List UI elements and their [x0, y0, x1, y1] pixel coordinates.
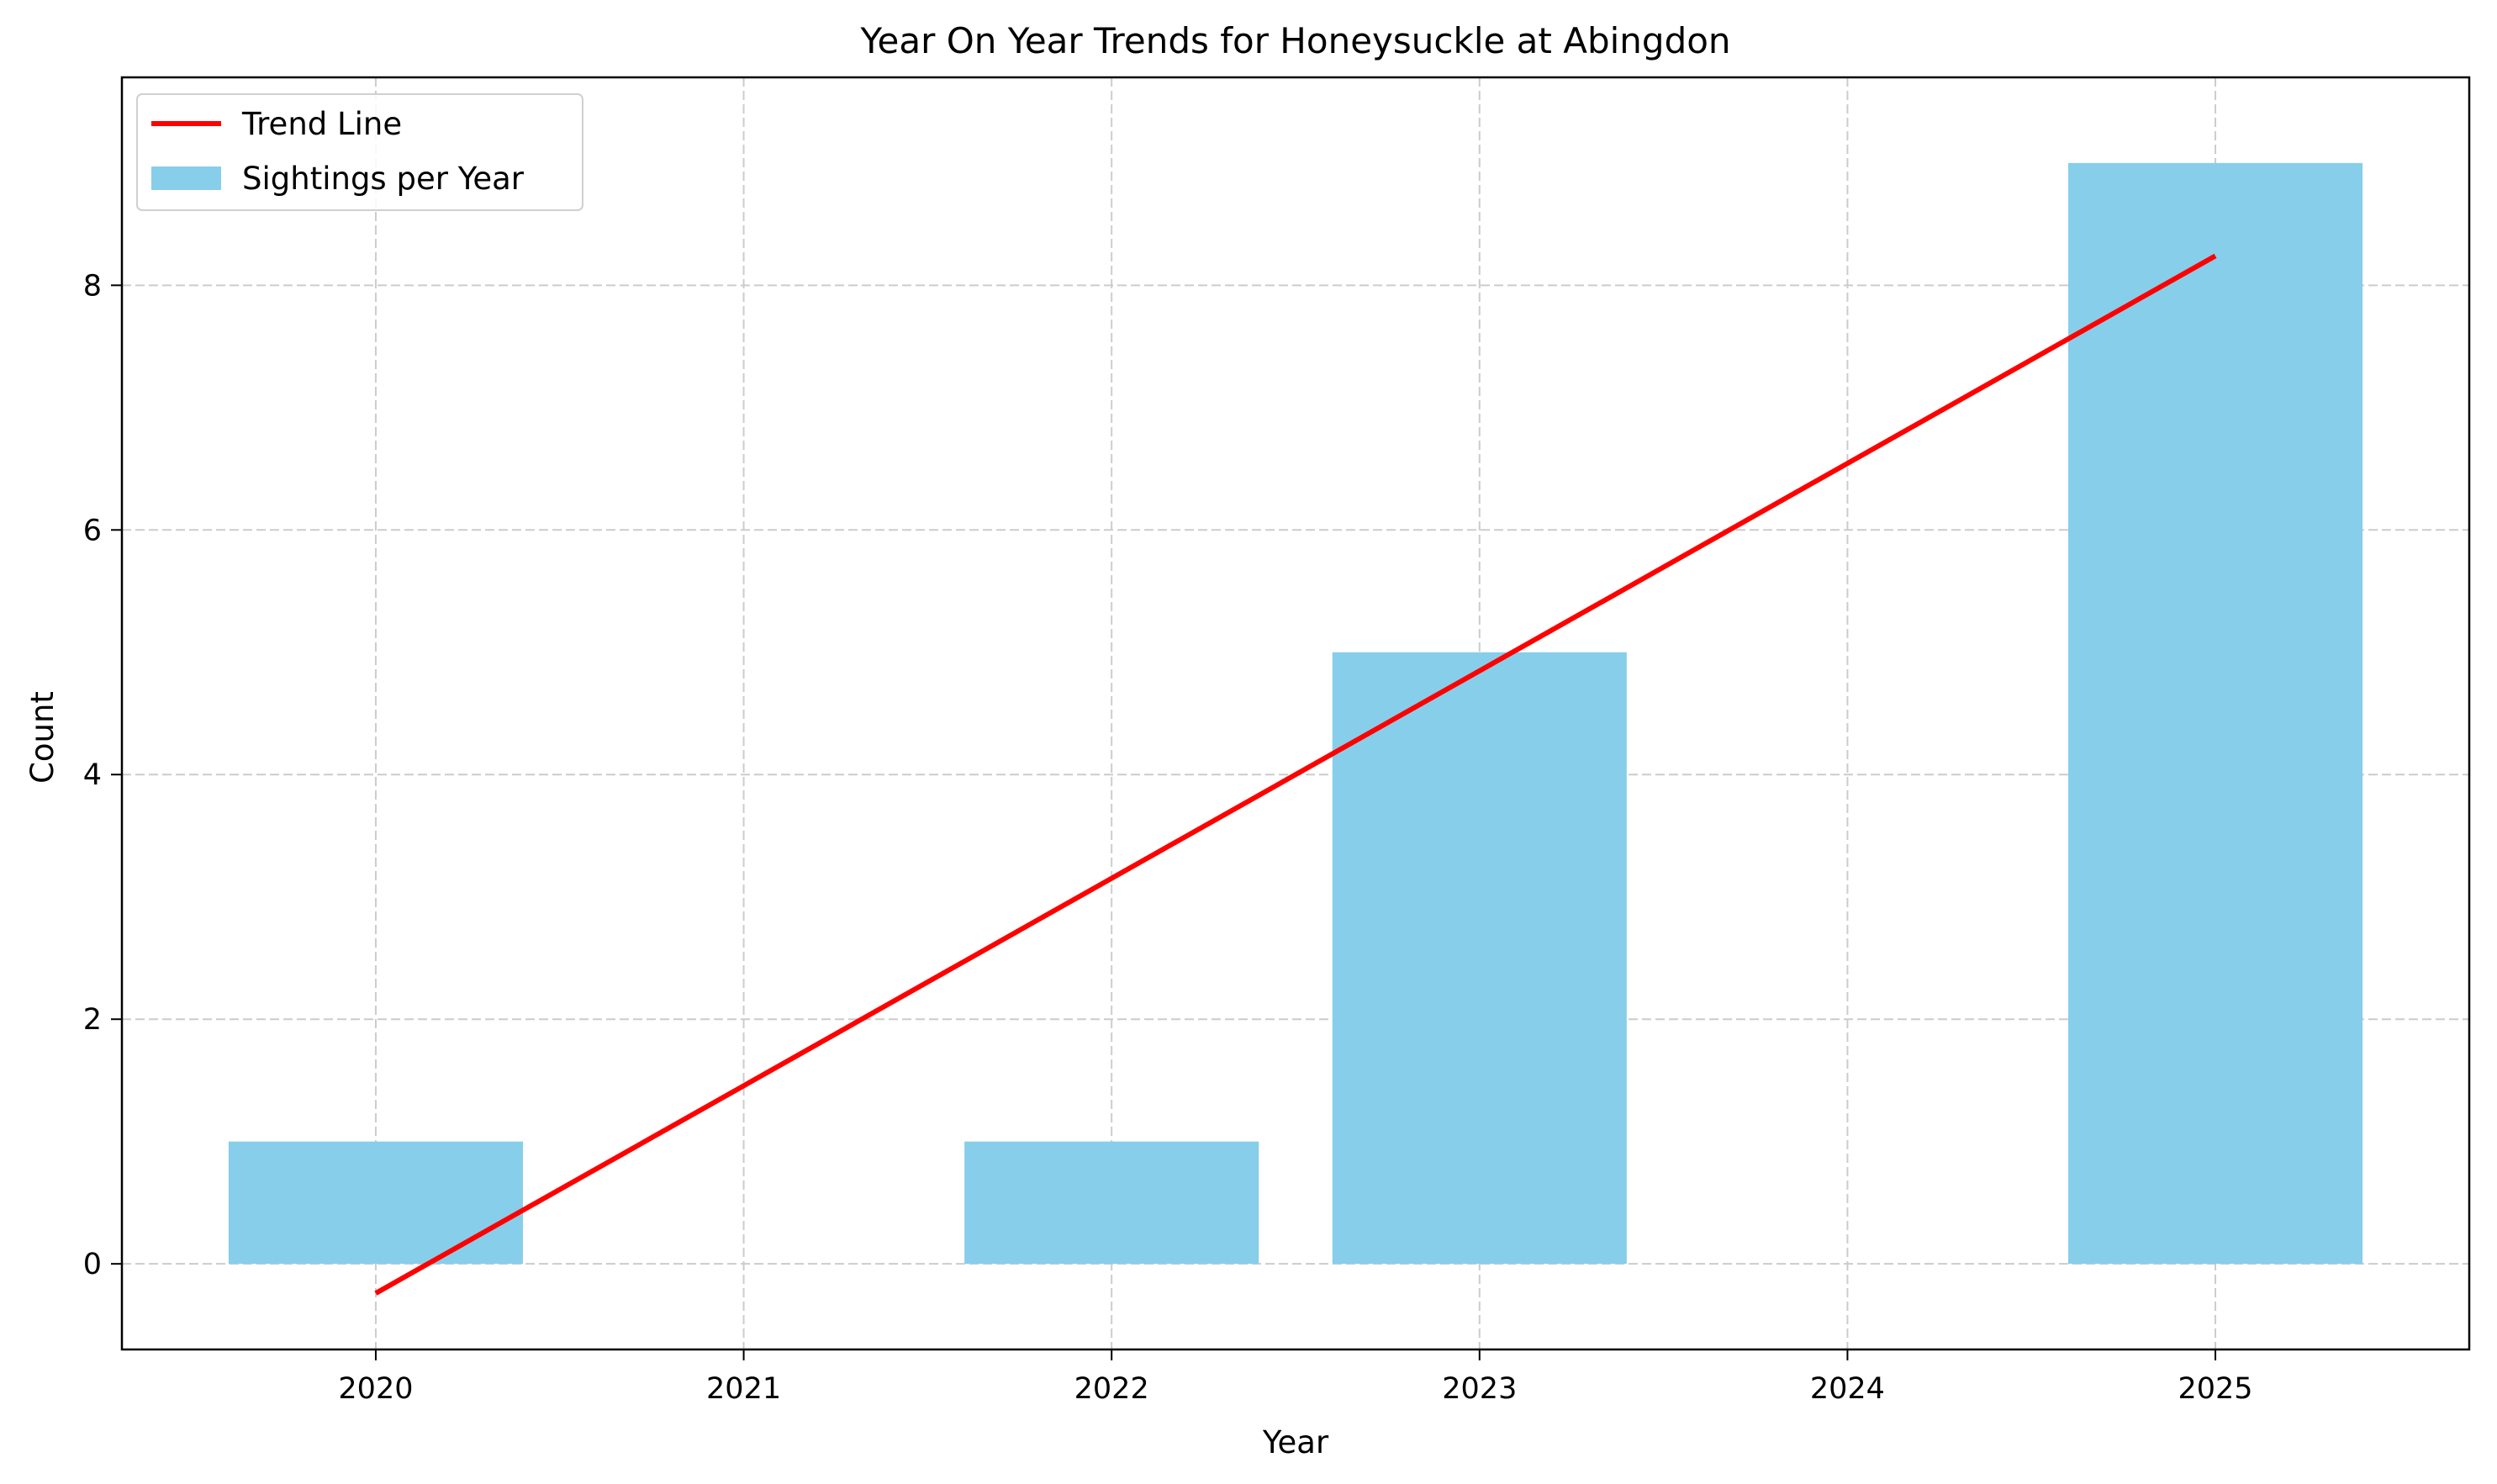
legend: Trend Line Sightings per Year: [136, 93, 583, 211]
x-axis-label: Year: [1262, 1424, 1329, 1460]
bar-2022: [964, 1141, 1259, 1265]
y-tick-label: 0: [83, 1248, 102, 1281]
bar-2025: [2067, 162, 2363, 1265]
chart-title: Year On Year Trends for Honeysuckle at A…: [859, 20, 1730, 61]
y-tick-label: 8: [83, 269, 102, 303]
axes: 2020 2021 2022 2023 2024 2025 0 2 4 6 8: [83, 76, 2471, 1406]
bar-2023: [1332, 652, 1627, 1265]
x-tick-label: 2025: [2178, 1372, 2253, 1406]
legend-label: Trend Line: [241, 106, 402, 142]
trend-line-layer: [374, 253, 2217, 1296]
legend-box: [136, 93, 583, 211]
x-tick-label: 2022: [1074, 1372, 1149, 1406]
trend-line: [374, 253, 2217, 1296]
x-tick-label: 2024: [1810, 1372, 1885, 1406]
x-tick-label: 2021: [706, 1372, 781, 1406]
legend-swatch-sightings: [151, 166, 221, 190]
y-tick-label: 6: [83, 514, 102, 547]
y-tick-label: 4: [83, 758, 102, 792]
plot-frame: [120, 76, 2471, 1351]
x-tick-label: 2020: [338, 1372, 413, 1406]
y-tick-label: 2: [83, 1003, 102, 1037]
bars: [228, 162, 2363, 1265]
legend-label: Sightings per Year: [242, 161, 525, 197]
bar-2020: [228, 1141, 524, 1265]
y-axis-label: Count: [24, 691, 61, 784]
x-tick-label: 2023: [1442, 1372, 1517, 1406]
